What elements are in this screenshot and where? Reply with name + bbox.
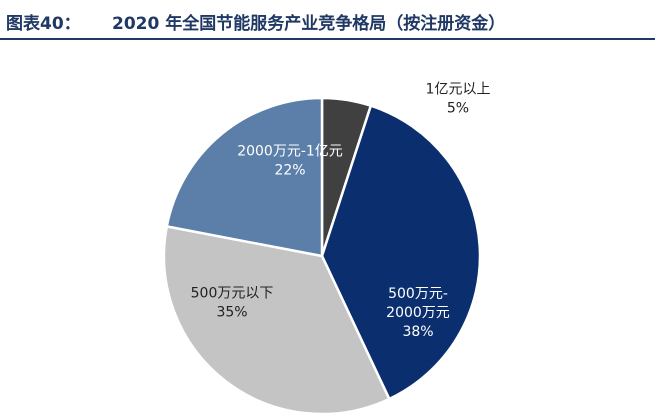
slice-category-label: 2000万元-1亿元 (237, 144, 343, 160)
slice-label-1: 1亿元以上 5% (426, 82, 491, 117)
slice-category-label: 1亿元以上 (426, 82, 491, 98)
slice-category-label: 500万元- (388, 286, 448, 302)
slice-percent-label: 5% (447, 101, 469, 117)
pie-slice-4 (165, 96, 324, 258)
slice-percent-label: 35% (216, 305, 247, 321)
figure-label: 图表40： (6, 14, 81, 34)
slice-percent-label: 38% (402, 324, 433, 340)
slice-label-3: 500万元以下 35% (191, 286, 274, 321)
slice-category-label: 500万元以下 (191, 286, 274, 302)
figure-title: 2020 年全国节能服务产业竞争格局（按注册资金） (112, 14, 506, 34)
slice-label-2: 500万元- 2000万元 38% (386, 286, 450, 340)
figure-title-bar: 图表40： 2020 年全国节能服务产业竞争格局（按注册资金） (0, 0, 655, 40)
pie-slice-3 (162, 224, 391, 416)
slice-category-label: 2000万元 (386, 305, 450, 321)
pie-slice-2 (320, 104, 482, 401)
slice-percent-label: 22% (274, 163, 305, 179)
slice-label-4: 2000万元-1亿元 22% (237, 144, 343, 179)
